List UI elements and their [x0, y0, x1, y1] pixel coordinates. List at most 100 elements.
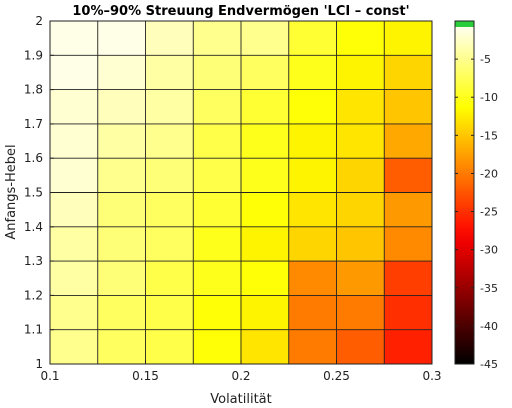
chart-title: 10%–90% Streuung Endvermögen 'LCI – cons… [72, 4, 409, 19]
heatmap-cell [145, 329, 194, 364]
heatmap-cell [97, 123, 146, 159]
heatmap-cell [384, 158, 432, 193]
y-tick-label: 1.7 [24, 117, 43, 131]
heatmap-cell [288, 89, 337, 124]
heatmap-cell [384, 226, 432, 262]
heatmap-cell [145, 226, 194, 262]
y-tick-label: 1.4 [24, 220, 43, 234]
colorbar-frame [454, 20, 475, 365]
heatmap-cell [145, 89, 194, 124]
heatmap-cell [288, 21, 337, 56]
heatmap-cell [193, 123, 241, 159]
x-tick-label: 0.2 [231, 369, 250, 383]
heatmap-cell [97, 295, 146, 330]
x-tick-label: 0.25 [323, 369, 350, 383]
y-tick-label: 1.9 [24, 48, 43, 62]
heatmap-cell [50, 295, 98, 330]
heatmap-cell [288, 158, 337, 193]
heatmap-cell [193, 226, 241, 262]
heatmap-cell [50, 158, 98, 193]
heatmap-cell [384, 295, 432, 330]
heatmap-cell [50, 123, 98, 159]
heatmap-cell [193, 192, 241, 227]
colorbar-tick-label: -30 [480, 244, 498, 257]
heatmap-cell [193, 158, 241, 193]
heatmap-cell [288, 261, 337, 296]
colorbar-tick-label: -5 [480, 53, 491, 66]
colorbar-tick-label: -20 [480, 167, 498, 180]
heatmap-cell [193, 89, 241, 124]
heatmap-cell [97, 329, 146, 364]
heatmap-cell [384, 261, 432, 296]
heatmap-cell [145, 261, 194, 296]
heatmap-cell [288, 329, 337, 364]
heatmap-cell [50, 89, 98, 124]
heatmap-cell [336, 295, 385, 330]
y-axis-label: Anfangs-Hebel [4, 144, 19, 239]
x-tick-label: 0.3 [422, 369, 441, 383]
heatmap-cell [336, 21, 385, 56]
heatmap-cell [241, 261, 289, 296]
heatmap-cell [241, 123, 289, 159]
heatmap-cell [97, 55, 146, 90]
heatmap-cell [145, 158, 194, 193]
heatmap-cell [50, 329, 98, 364]
heatmap-cell [50, 55, 98, 90]
heatmap-cell [145, 192, 194, 227]
heatmap-cell [97, 21, 146, 56]
heatmap-cell [336, 158, 385, 193]
heatmap-cell [241, 329, 289, 364]
heatmap-cell [336, 55, 385, 90]
heatmap-cells [50, 21, 432, 364]
colorbar: -5 -10 -15 -20 -25 -30 -35 -40 -45 [454, 20, 498, 371]
colorbar-tick-label: -35 [480, 282, 498, 295]
heatmap-cell [193, 55, 241, 90]
heatmap-cell [145, 123, 194, 159]
heatmap-cell [241, 295, 289, 330]
colorbar-tick-label: -45 [480, 358, 498, 371]
heatmap-cell [97, 261, 146, 296]
heatmap-cell [145, 21, 194, 56]
heatmap-cell [50, 226, 98, 262]
heatmap-cell [50, 261, 98, 296]
heatmap-cell [241, 89, 289, 124]
colorbar-tick-label: -25 [480, 206, 498, 219]
heatmap-cell [336, 123, 385, 159]
heatmap-cell [288, 123, 337, 159]
colorbar-tick-label: -40 [480, 320, 498, 333]
heatmap-cell [50, 21, 98, 56]
heatmap-cell [384, 21, 432, 56]
y-tick-label: 2 [35, 14, 43, 28]
x-axis-ticks: 0.1 0.15 0.2 0.25 0.3 [40, 360, 442, 383]
heatmap-cell [288, 226, 337, 262]
heatmap-cell [384, 192, 432, 227]
heatmap-cell [97, 89, 146, 124]
y-tick-label: 1.2 [24, 288, 43, 302]
colorbar-tick-label: -15 [480, 129, 498, 142]
heatmap-cell [288, 295, 337, 330]
y-tick-label: 1.3 [24, 254, 43, 268]
heatmap-cell [193, 329, 241, 364]
y-tick-label: 1.6 [24, 151, 43, 165]
y-axis-ticks: 1 1.1 1.2 1.3 1.4 1.5 1.6 1.7 1.8 1.9 2 [24, 14, 54, 371]
heatmap-cell [193, 21, 241, 56]
heatmap-cell [384, 55, 432, 90]
heatmap-cell [384, 123, 432, 159]
colorbar-gradient [455, 21, 474, 364]
heatmap-cell [97, 226, 146, 262]
heatmap-cell [50, 192, 98, 227]
heatmap-cell [336, 261, 385, 296]
y-tick-label: 1 [35, 357, 43, 371]
x-tick-label: 0.15 [132, 369, 159, 383]
x-axis-label: Volatilität [210, 392, 272, 407]
heatmap-cell [384, 89, 432, 124]
y-tick-label: 1.8 [24, 83, 43, 97]
heatmap-cell [288, 55, 337, 90]
colorbar-tick-label: -10 [480, 91, 498, 104]
heatmap-cell [288, 192, 337, 227]
heatmap-cell [241, 158, 289, 193]
y-tick-label: 1.1 [24, 323, 43, 337]
heatmap-cell [241, 21, 289, 56]
heatmap-cell [145, 295, 194, 330]
